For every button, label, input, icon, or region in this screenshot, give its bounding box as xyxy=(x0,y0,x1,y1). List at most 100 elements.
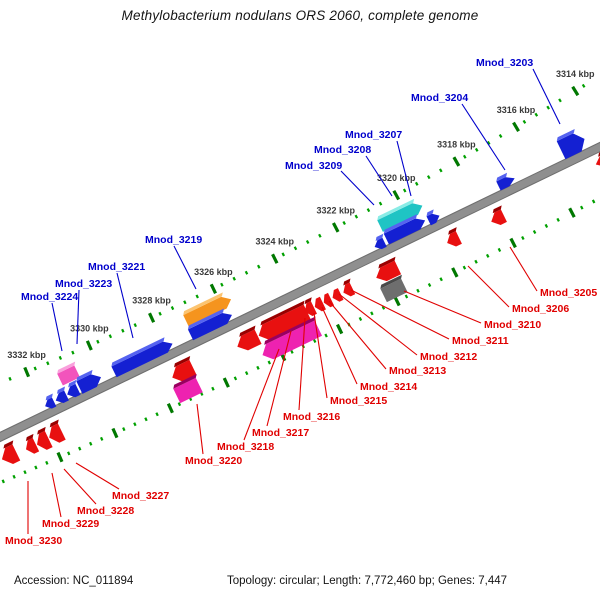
ruler-dot xyxy=(498,133,503,138)
gene-label[interactable]: Mnod_3214 xyxy=(360,381,417,393)
gene-glyph-gray[interactable] xyxy=(380,278,408,303)
gene-glyph-blue[interactable] xyxy=(43,397,57,410)
topology-text: Topology: circular; Length: 7,772,460 bp… xyxy=(227,575,508,587)
gene-glyph-red[interactable] xyxy=(234,329,262,353)
gene-label[interactable]: Mnod_3223 xyxy=(55,278,112,290)
ruler-dot xyxy=(438,168,443,173)
gene-label[interactable]: Mnod_3221 xyxy=(88,261,145,273)
ruler-dot xyxy=(67,451,71,456)
ruler-dot xyxy=(133,422,137,427)
ruler-dot xyxy=(1,479,5,484)
gene-glyph-top-face xyxy=(380,274,402,289)
gene-glyph-top-face xyxy=(375,233,384,241)
gene-glyph-red[interactable] xyxy=(330,288,344,304)
ruler-dot xyxy=(211,386,215,391)
leader-line xyxy=(338,293,418,356)
ruler-dot xyxy=(521,235,525,241)
ruler-dot xyxy=(121,328,125,333)
gene-label[interactable]: Mnod_3206 xyxy=(512,303,569,315)
gene-glyph-blue[interactable] xyxy=(426,211,441,226)
gene-glyph-top-face xyxy=(183,292,223,316)
gene-glyph-red[interactable] xyxy=(255,304,312,344)
gene-glyph-top-face xyxy=(492,205,502,214)
ruler-dot xyxy=(58,355,63,360)
gene-glyph-blue[interactable] xyxy=(556,130,589,160)
gene-glyph-top-face xyxy=(45,393,53,401)
gene-glyph-red[interactable] xyxy=(488,209,507,228)
gene-glyph-top-face xyxy=(174,355,191,368)
gene-glyph-red[interactable] xyxy=(23,437,40,456)
gene-label[interactable]: Mnod_3205 xyxy=(540,287,597,299)
gene-label[interactable]: Mnod_3215 xyxy=(330,395,387,407)
ruler-dot xyxy=(342,221,346,226)
gene-glyph-top-face xyxy=(378,256,396,269)
gene-glyph-red[interactable] xyxy=(373,260,402,285)
ruler-dot xyxy=(78,446,82,451)
leader-line xyxy=(340,170,375,206)
gene-label[interactable]: Mnod_3227 xyxy=(112,490,169,502)
leader-line xyxy=(51,472,62,518)
gene-glyph-red[interactable] xyxy=(444,231,462,249)
gene-glyph-red[interactable] xyxy=(341,282,356,298)
page-title: Methylobacterium nodulans ORS 2060, comp… xyxy=(121,8,479,23)
ruler-dot xyxy=(257,264,261,269)
gene-label[interactable]: Mnod_3229 xyxy=(42,518,99,530)
gene-label[interactable]: Mnod_3217 xyxy=(252,427,309,439)
gene-label[interactable]: Mnod_3213 xyxy=(389,365,446,377)
gene-glyph-red[interactable] xyxy=(45,423,66,445)
ruler-dot xyxy=(267,360,271,365)
gene-label[interactable]: Mnod_3208 xyxy=(314,144,371,156)
gene-glyph-blue[interactable] xyxy=(187,309,235,341)
gene-glyph-blue[interactable] xyxy=(53,390,69,405)
gene-label[interactable]: Mnod_3224 xyxy=(21,291,78,303)
gene-label[interactable]: Mnod_3212 xyxy=(420,351,477,363)
gene-glyph-blue[interactable] xyxy=(65,383,81,400)
gene-glyph-top-face xyxy=(57,361,76,374)
gene-label[interactable]: Mnod_3216 xyxy=(283,411,340,423)
ruler-dot xyxy=(370,311,374,316)
gene-label[interactable]: Mnod_3207 xyxy=(345,129,402,141)
leader-line xyxy=(63,468,97,505)
gene-glyph-magenta[interactable] xyxy=(259,320,323,362)
gene-glyph-blue[interactable] xyxy=(496,174,517,191)
kbp-tick-label: 3324 kbp xyxy=(256,237,295,247)
gene-glyph-magenta[interactable] xyxy=(173,377,203,404)
gene-glyph-red[interactable] xyxy=(169,359,197,385)
ruler-dot xyxy=(290,349,294,354)
gene-glyph-top-face xyxy=(556,128,575,142)
gene-glyph-cyan[interactable] xyxy=(377,200,425,232)
gene-glyph-blue[interactable] xyxy=(111,338,175,378)
gene-label[interactable]: Mnod_3230 xyxy=(5,535,62,547)
gene-label[interactable]: Mnod_3203 xyxy=(476,57,533,69)
leader-line xyxy=(243,348,280,441)
ruler-dot xyxy=(305,240,310,245)
kbp-tick-label: 3318 kbp xyxy=(437,140,476,150)
gene-glyph-red[interactable] xyxy=(33,430,53,453)
gene-glyph-pink[interactable] xyxy=(57,365,80,386)
gene-label[interactable]: Mnod_3228 xyxy=(77,505,134,517)
ruler-dot xyxy=(233,376,238,381)
gene-glyph-orange[interactable] xyxy=(183,293,234,327)
leader-line xyxy=(403,290,482,324)
gene-glyph-top-face xyxy=(304,297,312,305)
gene-label[interactable]: Mnod_3219 xyxy=(145,234,202,246)
gene-label[interactable]: Mnod_3218 xyxy=(217,441,274,453)
leader-line xyxy=(467,265,510,308)
ruler-dot xyxy=(404,294,409,299)
leader-line xyxy=(350,289,450,340)
gene-label[interactable]: Mnod_3211 xyxy=(452,335,509,347)
gene-glyph-red[interactable] xyxy=(302,301,317,318)
gene-label[interactable]: Mnod_3220 xyxy=(185,455,242,467)
gene-glyph-blue[interactable] xyxy=(383,215,428,245)
gene-glyph-red[interactable] xyxy=(0,444,21,467)
gene-glyph-red[interactable] xyxy=(312,296,326,314)
gene-label[interactable]: Mnod_3209 xyxy=(285,160,342,172)
gene-glyph-blue[interactable] xyxy=(76,371,104,394)
gene-glyph-blue[interactable] xyxy=(372,237,387,252)
gene-label[interactable]: Mnod_3204 xyxy=(411,92,468,104)
gene-label[interactable]: Mnod_3210 xyxy=(484,319,541,331)
ruler-kbp-dash xyxy=(331,222,340,233)
ruler-dot xyxy=(155,412,159,417)
ruler-dot xyxy=(318,233,322,238)
